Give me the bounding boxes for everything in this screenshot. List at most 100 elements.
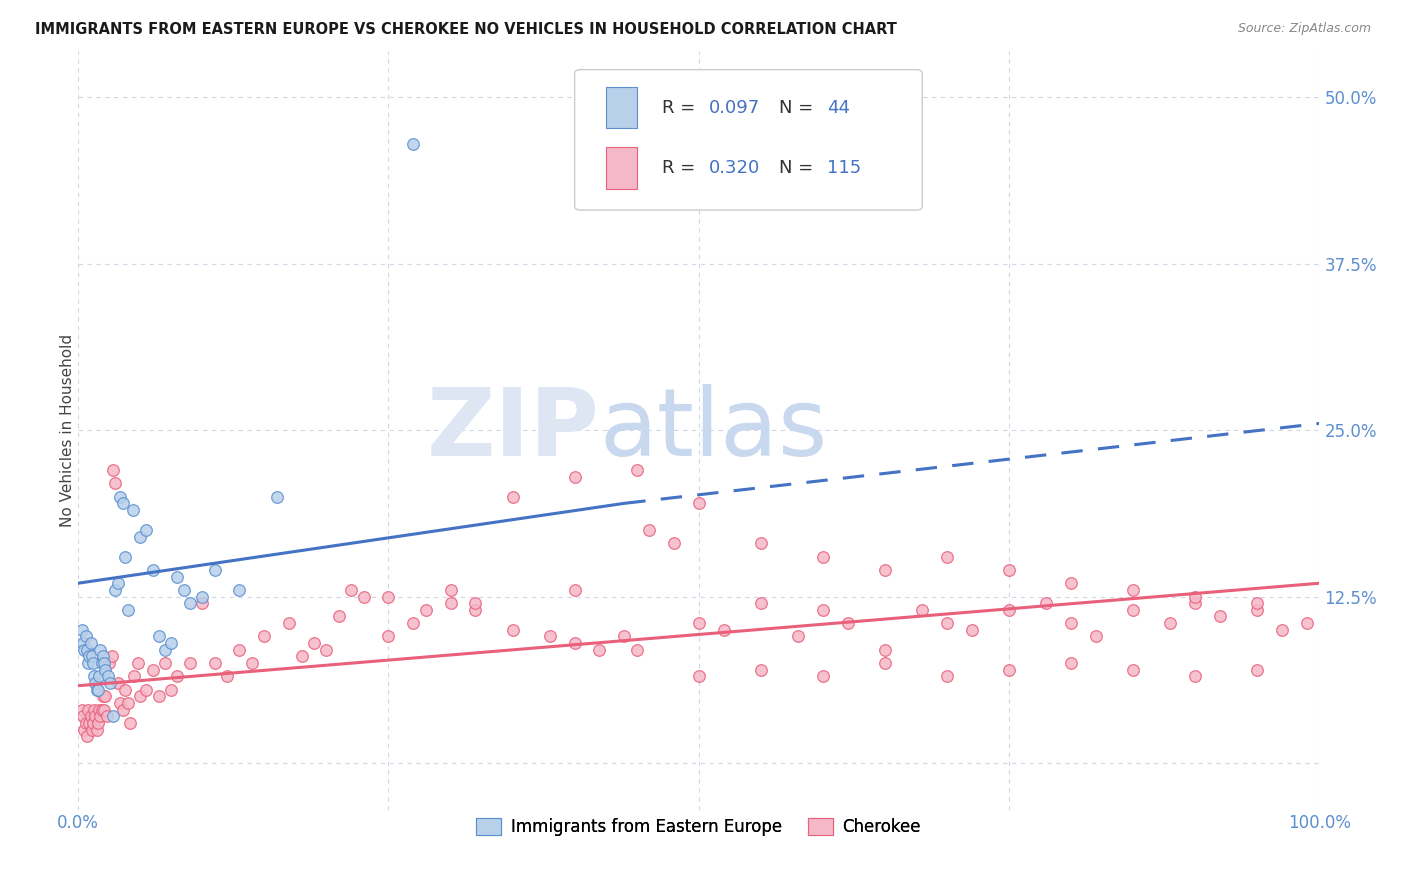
Point [1035,596,1057,610]
Point [811,549,834,564]
Point [439,596,461,610]
Point [117,696,139,710]
Point [122,669,145,683]
Point [191,596,214,610]
Point [98,656,121,670]
Point [564,582,586,597]
Point [564,636,586,650]
Point [96,709,118,723]
Point [179,596,201,610]
Point [1122,663,1144,677]
Point [101,709,124,723]
Point [564,469,586,483]
Text: ZIP: ZIP [426,384,599,476]
Point [1184,596,1206,610]
Point [1246,663,1268,677]
Point [90,656,112,670]
Point [1184,590,1206,604]
Point [217,669,239,683]
Text: IMMIGRANTS FROM EASTERN EUROPE VS CHEROKEE NO VEHICLES IN HOUSEHOLD CORRELATION : IMMIGRANTS FROM EASTERN EUROPE VS CHEROK… [35,22,897,37]
Point [749,663,772,677]
Point [713,623,735,637]
Point [204,563,226,577]
Point [1296,616,1319,631]
Point [960,623,983,637]
Point [166,569,188,583]
Point [302,636,325,650]
Point [377,590,399,604]
Point [1085,630,1108,644]
Point [377,630,399,644]
Point [290,649,312,664]
Point [120,716,142,731]
Point [873,563,896,577]
Point [811,669,834,683]
Point [1060,616,1083,631]
Point [662,536,685,550]
Point [1122,603,1144,617]
Point [79,636,101,650]
Point [91,690,114,704]
Point [191,590,214,604]
Point [129,530,152,544]
Point [104,582,127,597]
Point [91,649,114,664]
Legend: Immigrants from Eastern Europe, Cherokee: Immigrants from Eastern Europe, Cherokee [470,812,928,843]
Point [142,563,165,577]
Point [179,656,201,670]
Y-axis label: No Vehicles in Household: No Vehicles in Household [59,334,75,526]
Point [100,676,122,690]
Point [80,649,103,664]
Point [89,709,111,723]
FancyBboxPatch shape [606,147,637,189]
Point [129,690,152,704]
Point [76,642,98,657]
Point [93,656,115,670]
Point [1060,576,1083,591]
Point [110,696,132,710]
Point [998,663,1021,677]
Point [86,682,108,697]
Point [84,676,107,690]
Point [502,490,524,504]
Text: N =: N = [779,160,820,178]
Point [253,630,276,644]
Point [97,669,120,683]
Point [749,536,772,550]
Point [340,582,363,597]
Point [837,616,859,631]
Point [936,549,959,564]
Point [153,642,176,657]
Point [79,716,101,731]
Point [998,563,1021,577]
Point [111,703,134,717]
Text: 0.320: 0.320 [709,160,761,178]
Point [1122,582,1144,597]
Point [73,723,96,737]
Point [148,690,170,704]
FancyBboxPatch shape [606,87,637,128]
Point [228,582,250,597]
Point [90,703,112,717]
Point [464,603,486,617]
Point [464,596,486,610]
Point [278,616,301,631]
Point [76,729,98,743]
Point [266,490,288,504]
Point [75,716,97,731]
Point [79,709,101,723]
Point [315,642,337,657]
Point [613,630,636,644]
Point [107,676,129,690]
Text: Source: ZipAtlas.com: Source: ZipAtlas.com [1237,22,1371,36]
Point [114,549,136,564]
Point [936,669,959,683]
Text: R =: R = [662,99,700,117]
Point [688,616,710,631]
Point [1271,623,1294,637]
Point [89,669,111,683]
Point [148,630,170,644]
Point [328,609,350,624]
Point [439,582,461,597]
Point [89,703,111,717]
